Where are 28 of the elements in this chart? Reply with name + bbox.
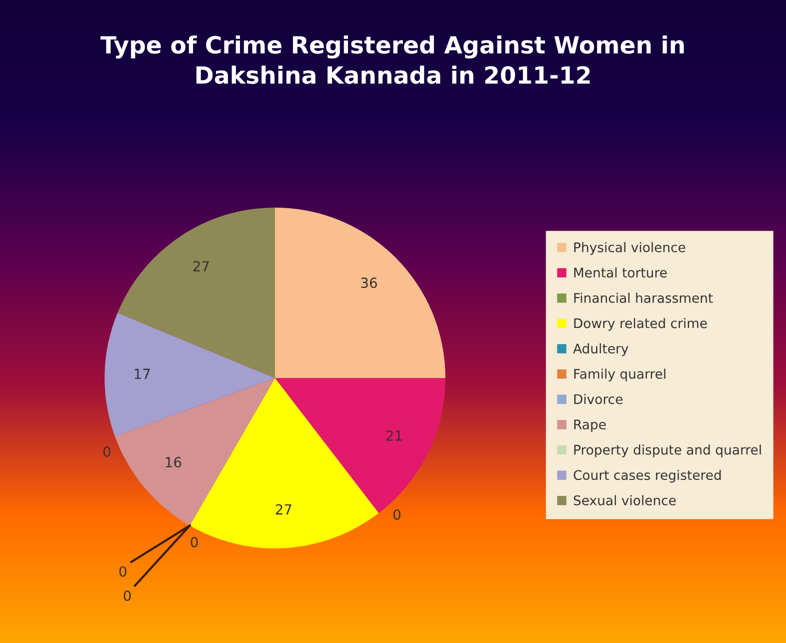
legend-label: Family quarrel [574, 368, 666, 382]
pie-slice [104, 312, 275, 436]
data-label: 16 [166, 456, 182, 468]
text: 0 [124, 590, 131, 601]
text: 0 [190, 536, 198, 548]
legend-label: Physical violence [574, 242, 686, 255]
legend-label: Sexual violence [574, 495, 676, 506]
legend-label: Rape [574, 420, 606, 432]
legend-label: Adultery [573, 343, 628, 356]
legend-label: Property dispute and quarrel [574, 444, 761, 458]
pie-slice [190, 378, 379, 548]
data-label: 36 [361, 278, 377, 288]
legend-label: Dowry related crime [574, 318, 707, 331]
text: 0 [393, 509, 400, 520]
text: 0 [119, 566, 126, 577]
data-label: 27 [276, 504, 292, 514]
pie-slice [275, 208, 446, 378]
text: 0 [103, 446, 110, 457]
pie-slice [118, 208, 275, 378]
data-label: 17 [134, 368, 150, 379]
legend-label: Mental torture [574, 267, 667, 278]
pie-slice [114, 378, 275, 526]
chart-title: Type of Crime Registered Against Women in Dakshina Kannada in 2011-12 [100, 35, 684, 84]
legend-label: Court cases registered [574, 470, 721, 483]
data-label: 27 [193, 261, 209, 272]
legend-label: Financial harassment [574, 292, 713, 303]
data-label: 21 [386, 430, 402, 441]
legend-label: Divorce [574, 394, 622, 404]
